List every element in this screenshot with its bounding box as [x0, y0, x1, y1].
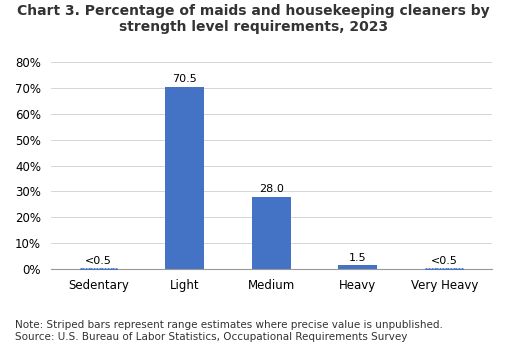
Text: Note: Striped bars represent range estimates where precise value is unpublished.: Note: Striped bars represent range estim…: [15, 320, 443, 342]
Bar: [165, 87, 204, 269]
Bar: [425, 268, 464, 269]
Text: Chart 3. Percentage of maids and housekeeping cleaners by
strength level require: Chart 3. Percentage of maids and houseke…: [17, 4, 490, 34]
Bar: [252, 197, 291, 269]
Bar: [79, 268, 118, 269]
Text: 28.0: 28.0: [259, 184, 284, 194]
Bar: [338, 265, 377, 269]
Text: <0.5: <0.5: [431, 256, 458, 266]
Text: <0.5: <0.5: [85, 256, 112, 266]
Text: 1.5: 1.5: [349, 253, 367, 263]
Text: 70.5: 70.5: [172, 74, 197, 84]
